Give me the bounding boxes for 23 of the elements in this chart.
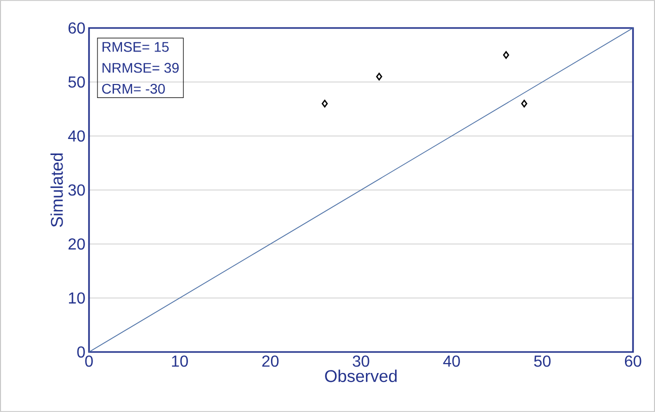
y-tick-label: 20 xyxy=(68,238,85,250)
annotation: CRM= -30 xyxy=(102,84,165,94)
annotation: NRMSE= 39 xyxy=(102,62,179,73)
x-tick-label: 50 xyxy=(534,356,551,367)
annotation: RMSE= 15 xyxy=(102,42,169,52)
y-tick-label: 10 xyxy=(68,292,85,304)
x-tick-label: 60 xyxy=(624,356,642,367)
x-tick-label: 0 xyxy=(85,356,93,367)
point xyxy=(521,100,528,108)
y-tick-label: 50 xyxy=(68,76,85,88)
x-tick-label: 10 xyxy=(172,356,188,367)
x-axis-title: Observed xyxy=(325,370,397,382)
y-axis-title: Simulated xyxy=(50,153,63,227)
y-tick-label: 30 xyxy=(68,184,85,196)
x-tick-label: 30 xyxy=(352,356,370,367)
y-tick-label: 40 xyxy=(68,130,85,142)
point xyxy=(322,100,328,108)
x-tick-label: 20 xyxy=(262,356,279,367)
point xyxy=(376,72,382,80)
y-tick-label: 0 xyxy=(77,346,85,358)
y-tick-label: 60 xyxy=(68,22,85,34)
x-tick-label: 40 xyxy=(443,356,460,367)
point xyxy=(503,51,510,59)
